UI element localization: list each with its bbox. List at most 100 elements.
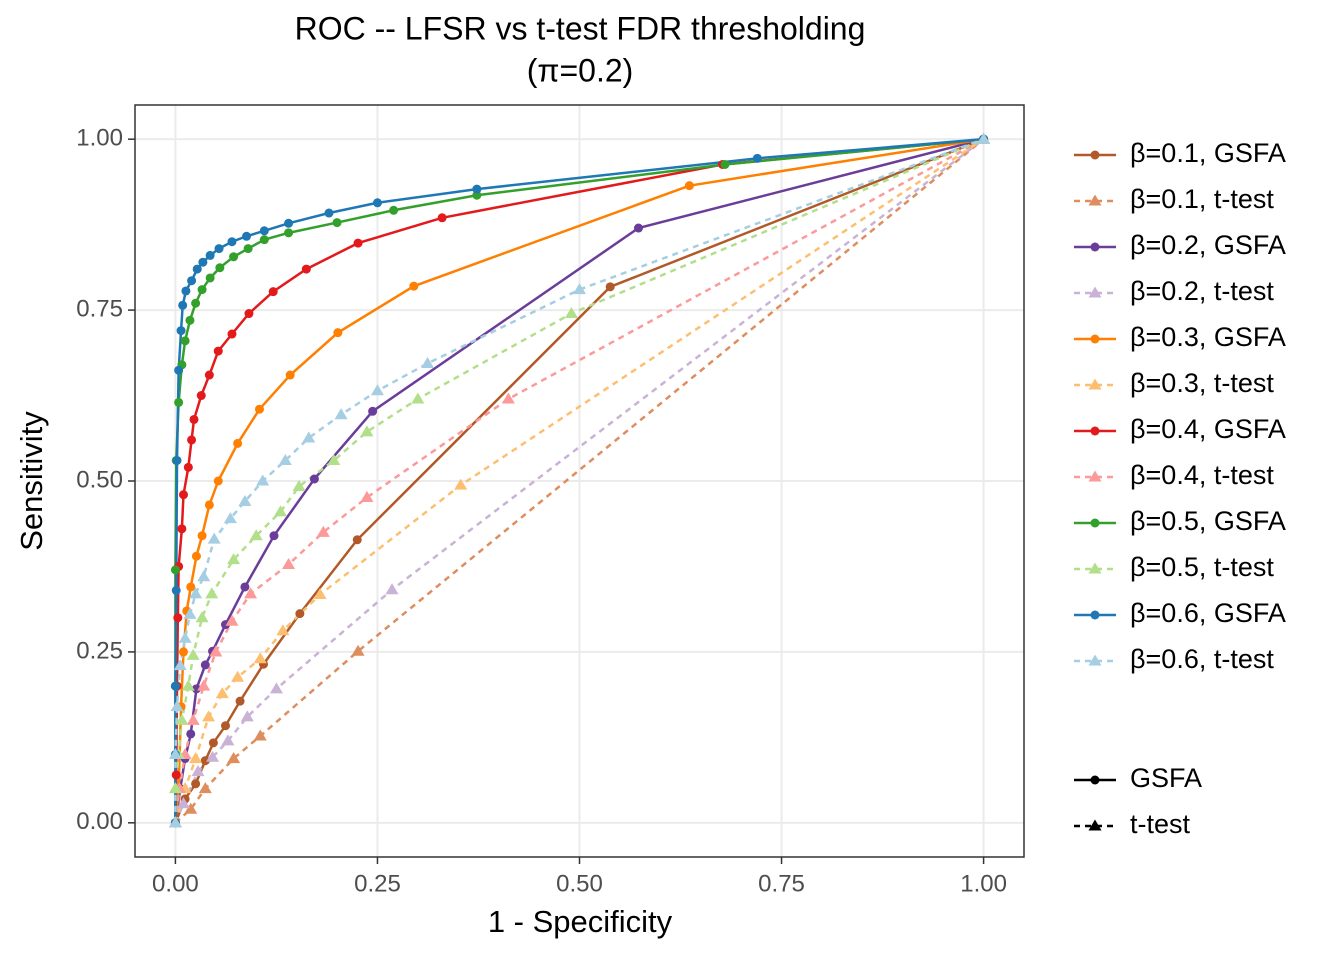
data-point — [301, 264, 311, 274]
legend-marker — [1090, 775, 1100, 785]
data-point — [472, 190, 482, 200]
data-point — [205, 587, 219, 599]
series-line — [174, 138, 985, 824]
data-point — [184, 802, 198, 814]
data-point — [385, 583, 399, 595]
data-point — [206, 750, 220, 762]
data-point — [202, 710, 216, 722]
data-point — [472, 184, 482, 194]
legend-marker — [1088, 470, 1102, 482]
data-point — [720, 159, 730, 169]
data-point — [186, 582, 196, 592]
data-point — [353, 238, 363, 248]
data-point — [295, 609, 305, 619]
legend-marker — [1088, 654, 1102, 666]
data-point — [170, 681, 180, 691]
x-tick-label: 0.50 — [556, 870, 603, 897]
data-point — [333, 328, 343, 338]
data-point — [253, 652, 267, 664]
data-point — [276, 624, 290, 636]
legend-label: β=0.6, GSFA — [1130, 598, 1286, 628]
legend-marker — [1088, 286, 1102, 298]
data-point — [240, 582, 250, 592]
data-point — [411, 392, 425, 404]
data-point — [204, 370, 214, 380]
legend-label: β=0.3, t-test — [1130, 368, 1274, 398]
data-point — [200, 756, 210, 766]
data-point — [174, 365, 184, 375]
data-point — [196, 391, 206, 401]
data-point — [223, 512, 237, 524]
legend-label: β=0.3, GSFA — [1130, 322, 1286, 352]
x-axis-title: 1 - Specificity — [488, 904, 673, 939]
data-point — [684, 181, 694, 191]
data-point — [268, 287, 278, 297]
data-point — [253, 729, 267, 741]
data-point — [254, 404, 264, 414]
legend-label: β=0.2, t-test — [1130, 276, 1274, 306]
y-tick-label: 0.25 — [76, 637, 123, 664]
data-point — [176, 797, 190, 809]
data-point — [564, 307, 578, 319]
legend-marker — [1090, 610, 1100, 620]
data-point — [215, 263, 225, 273]
data-point — [197, 679, 211, 691]
data-point — [282, 557, 296, 569]
legend-marker — [1088, 194, 1102, 206]
data-point — [205, 273, 215, 283]
data-point — [372, 198, 382, 208]
legend-marker — [1090, 242, 1100, 252]
data-point — [178, 631, 192, 643]
data-point — [186, 729, 196, 739]
data-point — [437, 213, 447, 223]
x-tick-label: 1.00 — [960, 870, 1007, 897]
data-point — [175, 713, 189, 725]
data-point — [187, 276, 197, 286]
data-point — [191, 779, 201, 789]
data-point — [183, 607, 197, 619]
data-point — [189, 752, 203, 764]
data-point — [221, 721, 231, 731]
legend-label: β=0.4, t-test — [1130, 460, 1274, 490]
data-point — [389, 205, 399, 215]
data-point — [215, 687, 229, 699]
legend-label: β=0.1, GSFA — [1130, 138, 1286, 168]
data-point — [189, 414, 199, 424]
data-point — [233, 438, 243, 448]
data-point — [171, 585, 181, 595]
data-point — [207, 532, 221, 544]
data-point — [292, 479, 306, 492]
data-point — [243, 244, 253, 254]
data-point — [351, 644, 365, 656]
data-point — [221, 734, 235, 746]
data-point — [189, 587, 203, 599]
legend-marker — [1090, 518, 1100, 528]
legend-label: β=0.5, t-test — [1130, 552, 1274, 582]
legend-marker — [1090, 334, 1100, 344]
data-point — [313, 587, 327, 600]
data-point — [605, 282, 615, 292]
data-point — [227, 553, 241, 565]
data-point — [181, 679, 195, 691]
data-point — [316, 525, 330, 537]
data-point — [172, 455, 182, 465]
data-point — [302, 431, 316, 443]
data-point — [191, 298, 201, 308]
legend-marker — [1090, 150, 1100, 160]
data-point — [174, 397, 184, 407]
data-point — [285, 370, 295, 380]
data-point — [177, 524, 187, 534]
data-point — [192, 264, 202, 274]
data-point — [231, 670, 245, 682]
data-point — [170, 700, 184, 712]
x-tick-label: 0.00 — [152, 870, 199, 897]
data-point — [332, 218, 342, 228]
legend-label: β=0.4, GSFA — [1130, 414, 1286, 444]
data-point — [178, 300, 188, 310]
data-point — [360, 425, 374, 437]
data-point — [249, 529, 263, 541]
x-tick-label: 0.75 — [758, 870, 805, 897]
data-point — [227, 752, 241, 764]
